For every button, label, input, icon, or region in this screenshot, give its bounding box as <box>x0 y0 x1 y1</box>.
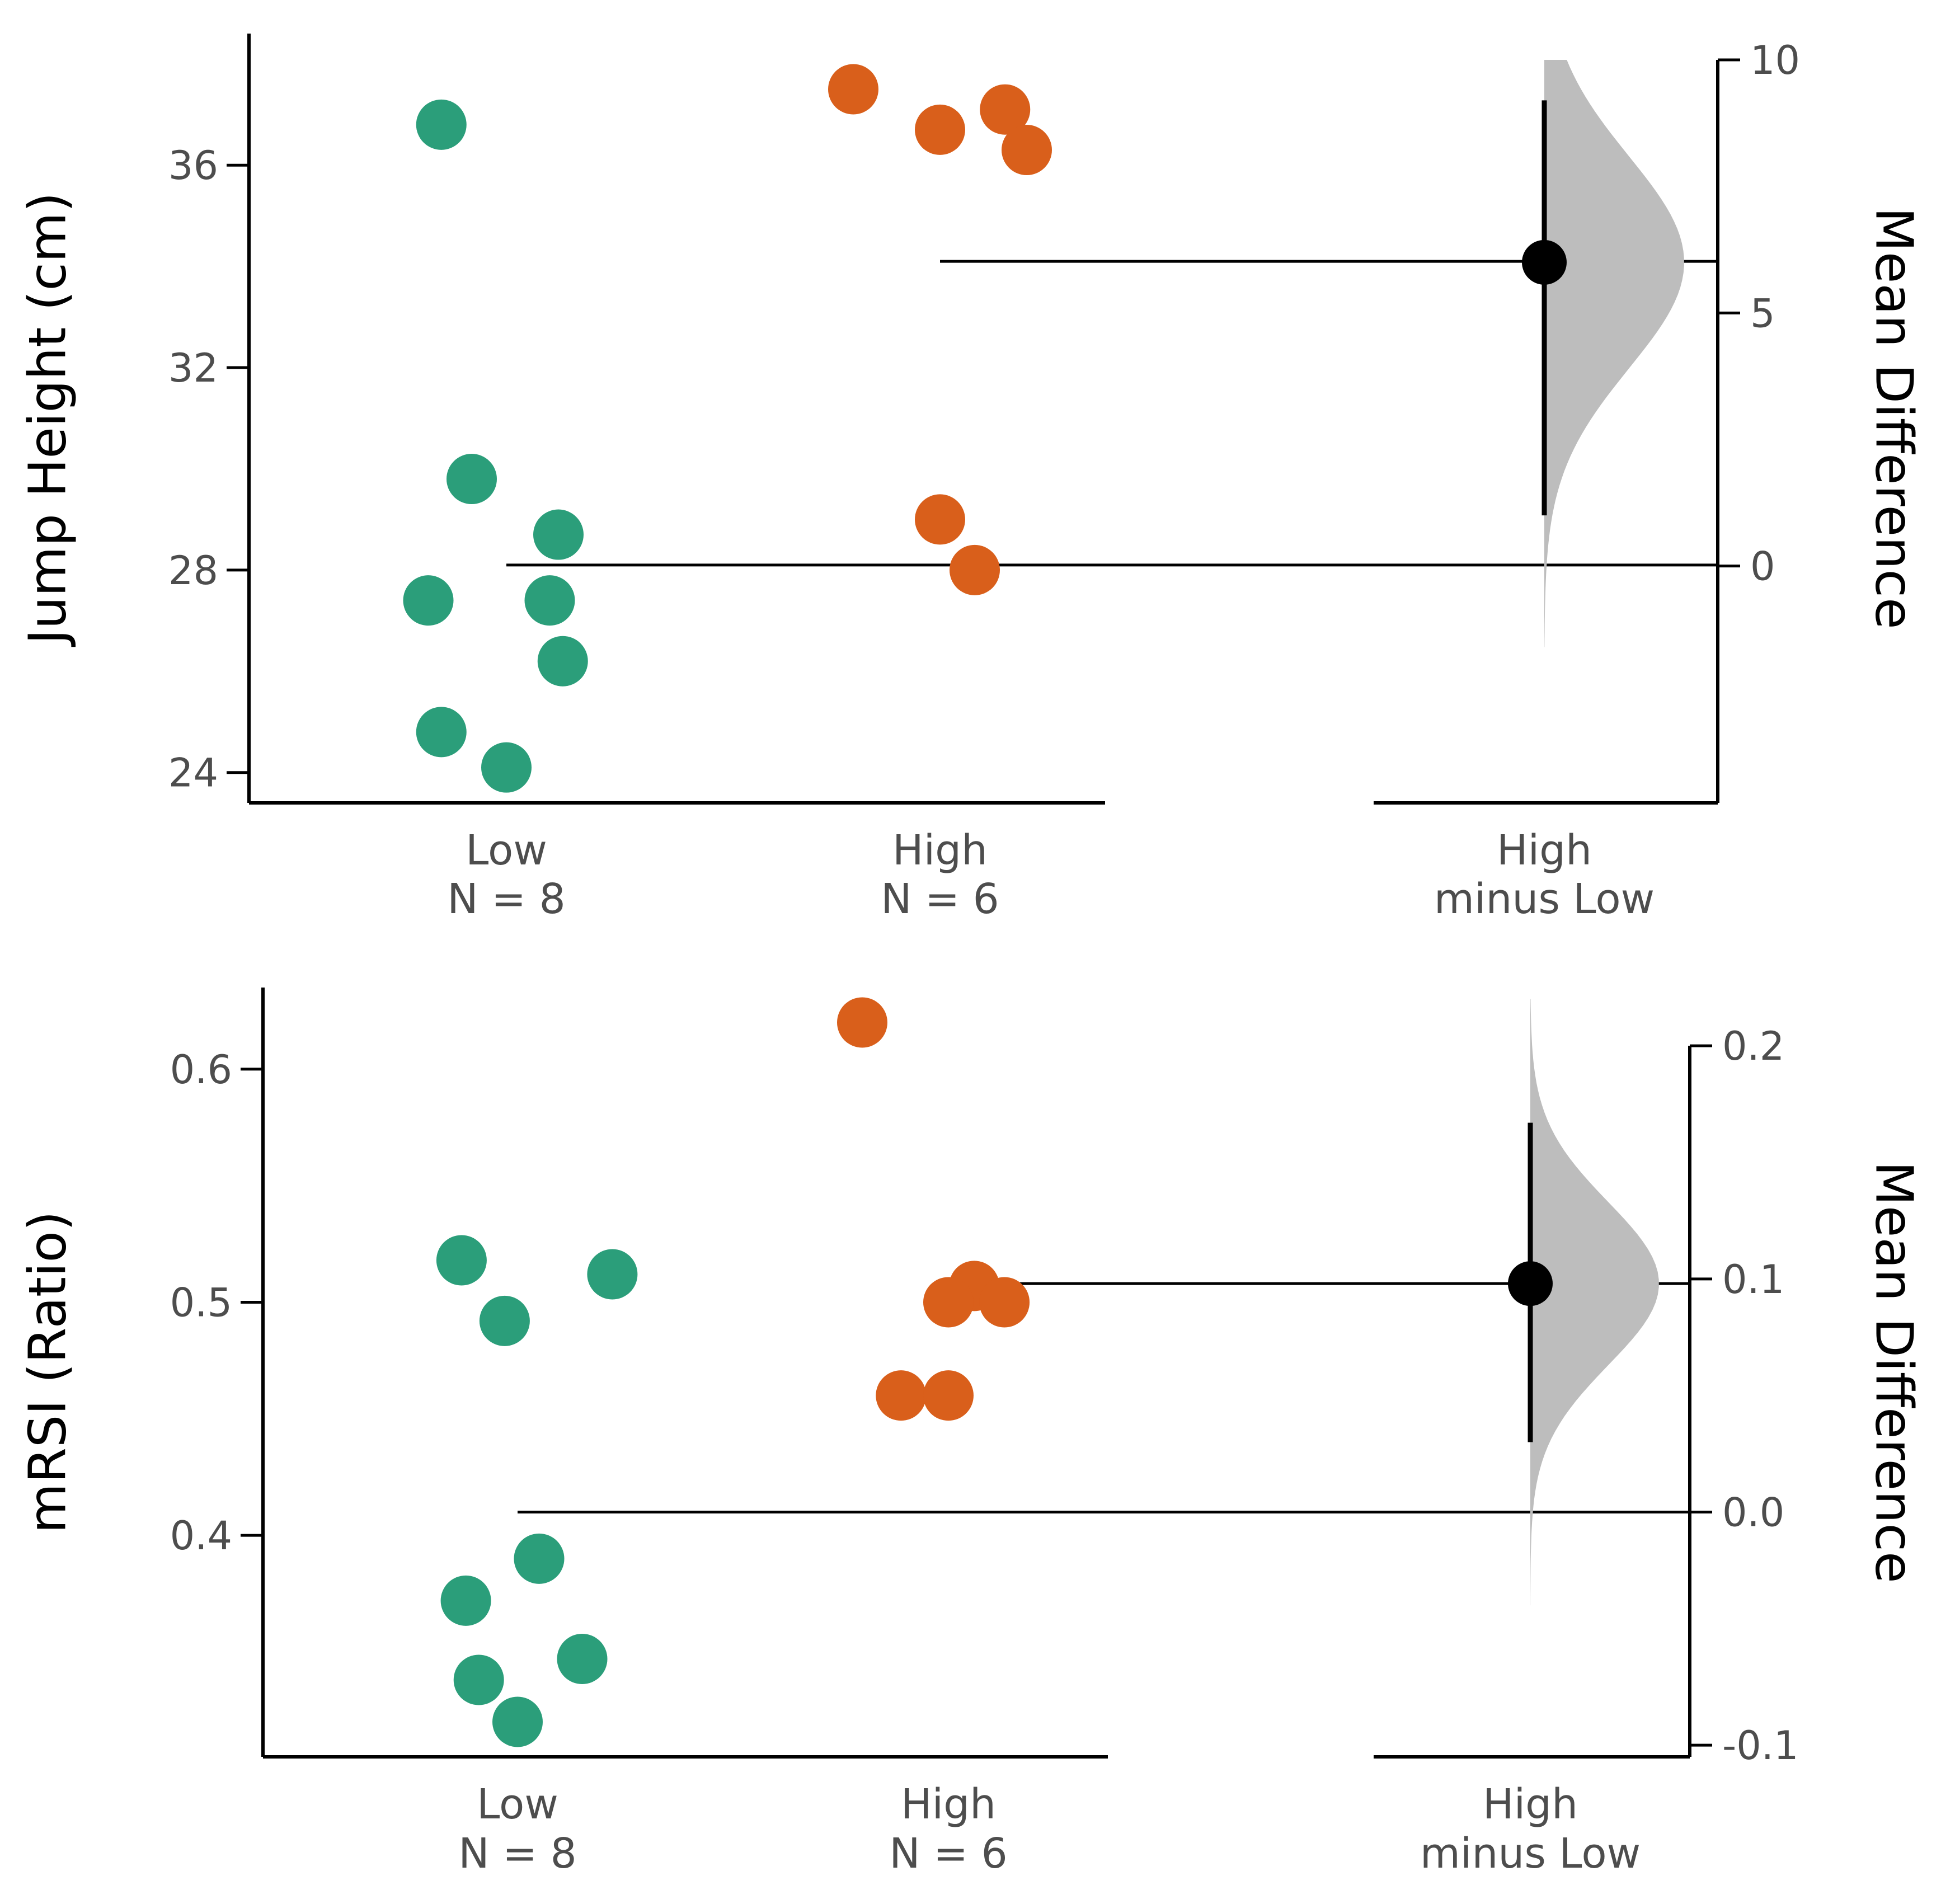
low-data-point <box>416 99 467 150</box>
low-data-point <box>533 509 584 560</box>
category-n-label: N = 6 <box>881 875 999 923</box>
high-data-point <box>1002 125 1052 176</box>
category-n-label: minus Low <box>1420 1830 1641 1878</box>
low-data-point <box>481 742 532 793</box>
low-data-point <box>479 1295 530 1346</box>
high-data-point <box>979 1277 1030 1328</box>
low-data-point <box>524 575 575 626</box>
low-data-point <box>447 454 497 505</box>
high-data-point <box>837 997 887 1048</box>
high-data-point <box>923 1370 974 1421</box>
category-n-label: N = 6 <box>889 1830 1008 1878</box>
right-tick-label: 0.2 <box>1722 1023 1784 1069</box>
category-label: High <box>892 826 988 875</box>
low-data-point <box>587 1249 638 1300</box>
left-tick-label: 0.5 <box>170 1280 232 1326</box>
high-data-point <box>915 494 965 545</box>
mean-difference-dot <box>1508 1261 1553 1306</box>
category-label: High <box>1483 1780 1578 1828</box>
high-data-point <box>828 64 878 115</box>
low-data-point <box>537 636 588 687</box>
low-data-point <box>403 575 454 626</box>
left-tick-label: 0.6 <box>170 1047 232 1093</box>
low-data-point <box>436 1235 487 1286</box>
left-tick-label: 36 <box>168 143 218 189</box>
high-data-point <box>915 104 965 155</box>
right-tick-label: 0.1 <box>1722 1257 1784 1303</box>
category-label: High <box>1497 826 1592 875</box>
right-tick-label: 0 <box>1750 544 1775 590</box>
category-label: Low <box>466 826 547 875</box>
low-data-point <box>453 1654 504 1705</box>
category-n-label: minus Low <box>1434 875 1655 923</box>
low-data-point <box>440 1575 491 1626</box>
left-tick-label: 24 <box>168 750 218 796</box>
high-data-point <box>950 544 1000 595</box>
category-label: Low <box>477 1780 558 1828</box>
right-tick-label: 10 <box>1750 37 1800 83</box>
high-data-point <box>923 1277 974 1328</box>
left-tick-label: 0.4 <box>170 1513 232 1559</box>
right-tick-label: 0.0 <box>1722 1490 1784 1536</box>
left-axis-title: mRSI (Ratio) <box>18 1211 78 1533</box>
right-tick-label: 5 <box>1750 290 1775 336</box>
low-data-point <box>514 1533 565 1584</box>
low-data-point <box>492 1696 543 1747</box>
left-tick-label: 28 <box>168 548 218 594</box>
category-label: High <box>901 1780 996 1828</box>
mrsi-panel: 0.4 0.5 0.6 -0.1 0.0 0.1 0.2 mRSI (Ratio) Mean D… <box>18 988 1924 1878</box>
left-axis-title: Jump Height (cm) <box>18 192 78 647</box>
right-tick-label: -0.1 <box>1722 1723 1799 1769</box>
right-axis-title: Mean Difference <box>1864 207 1924 629</box>
high-data-point <box>980 84 1031 135</box>
category-n-label: N = 8 <box>458 1830 577 1878</box>
jump-height-panel: 24 28 32 36 0 5 10 Jump Height (cm) Mean Differe… <box>18 34 1924 923</box>
left-tick-label: 32 <box>168 345 218 391</box>
right-axis-title: Mean Difference <box>1864 1161 1924 1583</box>
low-data-point <box>416 707 467 758</box>
low-data-point <box>557 1634 608 1684</box>
bootstrap-distribution <box>1544 60 1684 647</box>
bootstrap-distribution <box>1530 999 1659 1606</box>
mean-difference-dot <box>1522 239 1567 285</box>
high-data-point <box>876 1370 927 1421</box>
category-n-label: N = 8 <box>447 875 566 923</box>
